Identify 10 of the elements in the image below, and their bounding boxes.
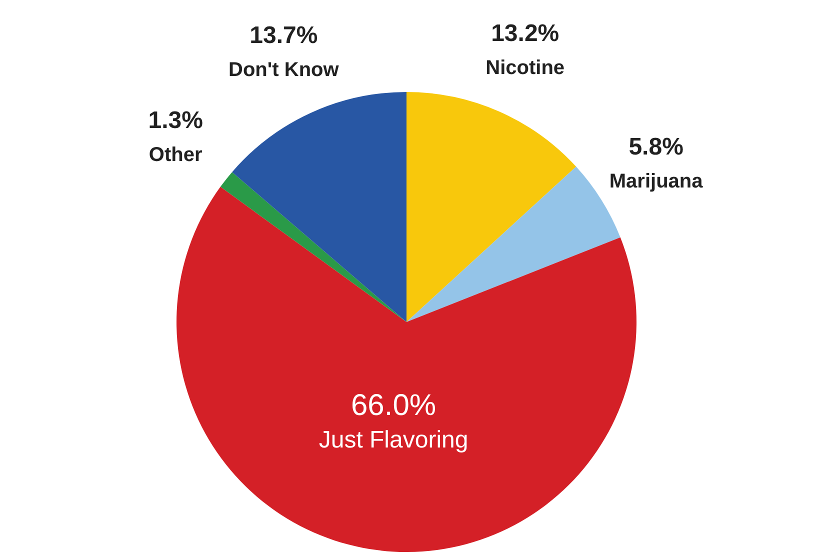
data-label: 13.7% (250, 22, 318, 50)
slice-label: Just Flavoring (318, 426, 468, 454)
slice-label: Don't Know (228, 58, 340, 81)
data-label: 5.8% (628, 133, 684, 160)
data-label: 13.2% (491, 20, 560, 48)
slice-label: Other (148, 144, 202, 166)
data-label: 1.3% (148, 107, 203, 134)
slice-label: Marijuana (609, 170, 704, 192)
data-label: 66.0% (350, 388, 436, 422)
slice-label: Nicotine (486, 57, 565, 80)
